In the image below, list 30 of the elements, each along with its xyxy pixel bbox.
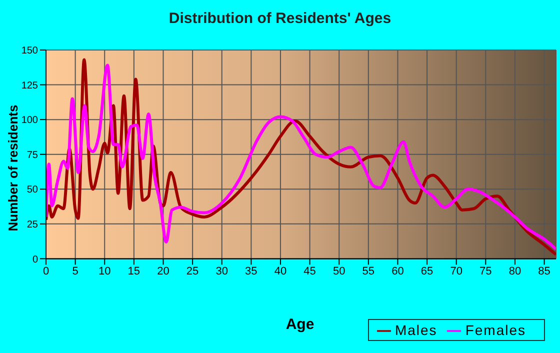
y-axis-title: Number of residents <box>6 104 20 232</box>
x-tick-label: 5 <box>72 266 78 278</box>
x-tick-label: 60 <box>392 266 404 278</box>
x-tick-label: 75 <box>480 266 492 278</box>
x-tick-label: 10 <box>98 266 111 278</box>
x-tick-label: 85 <box>538 266 550 278</box>
legend-label: Males <box>394 322 438 338</box>
y-tick-label: 150 <box>21 46 38 57</box>
y-tick-label: 75 <box>26 150 38 161</box>
y-tick-label: 100 <box>21 115 38 126</box>
x-tick-label: 40 <box>274 266 287 278</box>
x-tick-label: 50 <box>332 266 346 278</box>
x-tick-label: 0 <box>42 266 50 278</box>
x-tick-label: 35 <box>245 266 258 278</box>
x-axis-title: Age <box>286 316 314 333</box>
y-tick-label: 50 <box>26 184 38 196</box>
x-tick-label: 55 <box>362 266 375 278</box>
x-tick-label: 45 <box>304 266 316 278</box>
x-tick-label: 15 <box>128 266 140 278</box>
y-tick-label: 0 <box>32 254 38 266</box>
x-tick-label: 20 <box>157 266 170 278</box>
x-tick-label: 25 <box>186 266 199 278</box>
x-tick-label: 65 <box>420 266 434 278</box>
legend-label: Females <box>465 322 526 338</box>
y-tick-label: 25 <box>26 219 38 230</box>
x-tick-label: 70 <box>450 266 462 278</box>
x-tick-label: 80 <box>508 266 522 278</box>
chart-title: Distribution of Residents' Ages <box>168 10 392 27</box>
x-tick-label: 30 <box>216 266 228 278</box>
y-tick-label: 125 <box>21 80 38 92</box>
